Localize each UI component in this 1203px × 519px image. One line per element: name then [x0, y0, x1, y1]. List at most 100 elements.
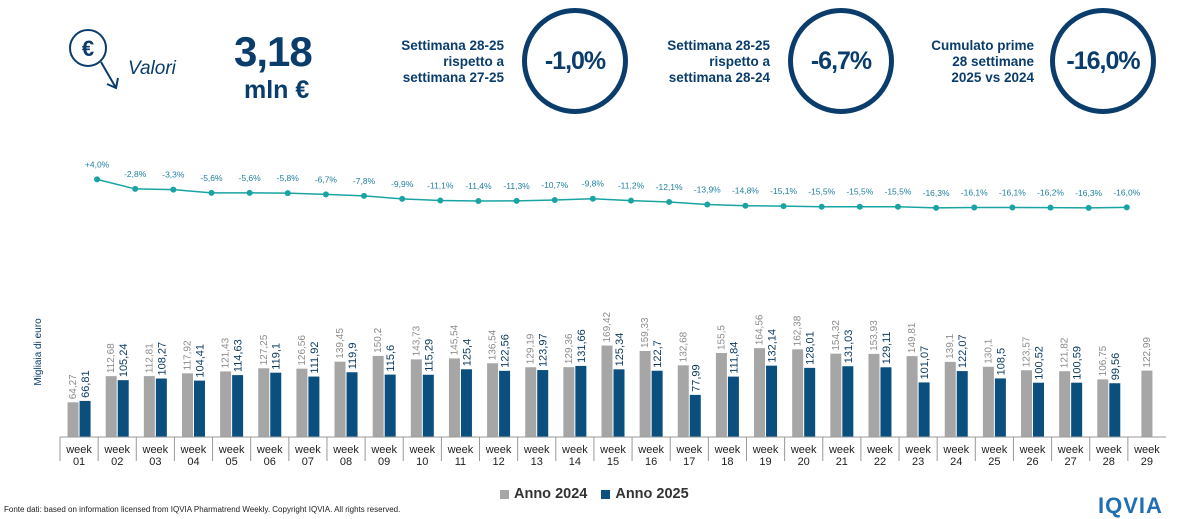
- cumulative-point: [742, 202, 749, 209]
- data-label-2024: 136,54: [488, 329, 499, 360]
- x-tick-label: week 01: [65, 444, 92, 468]
- cumulative-point: [933, 204, 940, 211]
- cumulative-label: -11,4%: [465, 181, 492, 191]
- data-label-2025: 115,29: [423, 339, 435, 372]
- legend-item-2025: Anno 2025: [601, 486, 689, 502]
- total-unit: mln €: [244, 76, 310, 104]
- data-label-2024: 121,82: [1060, 337, 1071, 368]
- bar-2025: [499, 370, 511, 437]
- data-label-2025: 125,34: [614, 333, 626, 367]
- data-label-2025: 100,52: [1034, 346, 1046, 380]
- kpi-3-circle: -16,0%: [1050, 8, 1156, 114]
- x-tick-label: week 24: [942, 444, 969, 468]
- data-label-2024: 121,43: [221, 337, 232, 368]
- euro-down-icon: €: [69, 29, 119, 90]
- bar-2024: [944, 361, 956, 437]
- x-tick-label: week 15: [599, 444, 626, 468]
- legend-label-2025: Anno 2025: [615, 486, 689, 502]
- cumulative-label: +4,0%: [85, 159, 110, 169]
- data-label-2024: 112,68: [106, 343, 117, 373]
- cumulative-label: -13,9%: [694, 184, 721, 194]
- bar-2025: [766, 365, 778, 437]
- data-label-2025: 125,4: [461, 339, 473, 367]
- cumulative-label: -11,3%: [503, 181, 530, 191]
- bar-2024: [792, 349, 804, 437]
- cumulative-label: -11,2%: [618, 181, 645, 191]
- bar-2025: [994, 378, 1006, 437]
- bar-2025: [804, 367, 816, 437]
- cumulative-point: [704, 201, 711, 208]
- x-tick-label: week 05: [218, 444, 245, 468]
- cumulative-point: [208, 189, 215, 196]
- cumulative-label: -11,1%: [427, 181, 454, 191]
- cumulative-point: [361, 192, 368, 199]
- bar-2025: [346, 372, 358, 437]
- cumulative-label: -16,2%: [1037, 188, 1064, 198]
- cumulative-point: [1009, 204, 1016, 211]
- data-label-2025: 122,7: [652, 340, 664, 368]
- total-value: 3,18: [234, 28, 313, 75]
- cumulative-label: -5,6%: [239, 173, 262, 183]
- cumulative-point: [246, 189, 253, 196]
- cumulative-label: -6,7%: [315, 174, 338, 184]
- data-label-2024: 117,92: [182, 340, 193, 370]
- bar-2024: [372, 355, 384, 437]
- x-tick-label: week 11: [447, 444, 474, 468]
- data-label-2025: 122,56: [500, 334, 512, 368]
- data-label-2024: 106,75: [1098, 345, 1109, 376]
- data-label-2025: 99,56: [1110, 353, 1122, 381]
- x-tick-label: week 06: [256, 444, 283, 468]
- bar-2024: [906, 356, 918, 437]
- cumulative-label: -16,3%: [923, 188, 950, 198]
- bar-2024: [1021, 370, 1033, 437]
- cumulative-point: [132, 185, 139, 192]
- bar-2025: [1071, 382, 1083, 437]
- data-label-2025: 131,03: [843, 330, 855, 364]
- x-tick-label: week 21: [828, 444, 855, 468]
- bar-2025: [918, 382, 930, 437]
- data-label-2024: 154,32: [831, 320, 842, 351]
- x-tick-label: week 13: [523, 444, 550, 468]
- cumulative-point: [437, 197, 444, 204]
- data-label-2025: 108,5: [995, 348, 1007, 376]
- kpi-1-value: -1,0%: [544, 46, 606, 75]
- cumulative-line: [96, 178, 1127, 209]
- valori-label: Valori: [128, 58, 176, 79]
- legend-item-2024: Anno 2024: [500, 486, 587, 502]
- cumulative-label: -10,7%: [541, 180, 568, 190]
- data-label-2025: 114,63: [233, 339, 245, 372]
- kpi-2-label: Settimana 28-25 rispetto a settimana 28-…: [667, 38, 770, 85]
- cumulative-point: [818, 203, 825, 210]
- cumulative-label: -15,5%: [808, 187, 835, 197]
- cumulative-label: -12,1%: [656, 182, 683, 192]
- bar-2025: [727, 376, 739, 437]
- y-axis-label: Migliaia di euro: [33, 318, 44, 386]
- bar-2024: [982, 366, 994, 437]
- cumulative-label: -14,8%: [732, 186, 759, 196]
- legend-swatch-2024: [500, 489, 509, 499]
- cumulative-point: [666, 198, 673, 205]
- data-label-2024: 129,19: [526, 333, 537, 364]
- data-label-2025: 111,84: [728, 342, 740, 374]
- x-tick-label: week 23: [904, 444, 931, 468]
- cumulative-label: -3,3%: [162, 170, 185, 180]
- bar-2024: [67, 402, 79, 437]
- cumulative-label: -15,5%: [846, 187, 873, 197]
- data-label-2024: 123,57: [1022, 336, 1033, 367]
- cumulative-point: [1047, 204, 1054, 211]
- kpi-1-circle: -1,0%: [522, 8, 628, 114]
- bar-2025: [460, 369, 472, 437]
- data-label-2024: 150,2: [373, 327, 384, 352]
- data-label-2025: 66,81: [80, 370, 92, 398]
- data-label-2024: 129,36: [564, 333, 575, 364]
- bars-group: 64,27 66,81 112,68 105,24 112,81 108,27 117,92…: [67, 311, 1153, 437]
- bar-2025: [117, 380, 129, 437]
- x-tick-label: week 10: [408, 444, 435, 468]
- data-label-2025: 77,99: [690, 364, 702, 392]
- data-label-2025: 122,07: [957, 334, 969, 368]
- bar-2025: [308, 376, 320, 437]
- bar-2025: [537, 370, 549, 437]
- data-label-2024: 162,38: [793, 315, 804, 346]
- cumulative-label: -16,1%: [999, 188, 1026, 198]
- data-label-2025: 119,9: [347, 343, 359, 370]
